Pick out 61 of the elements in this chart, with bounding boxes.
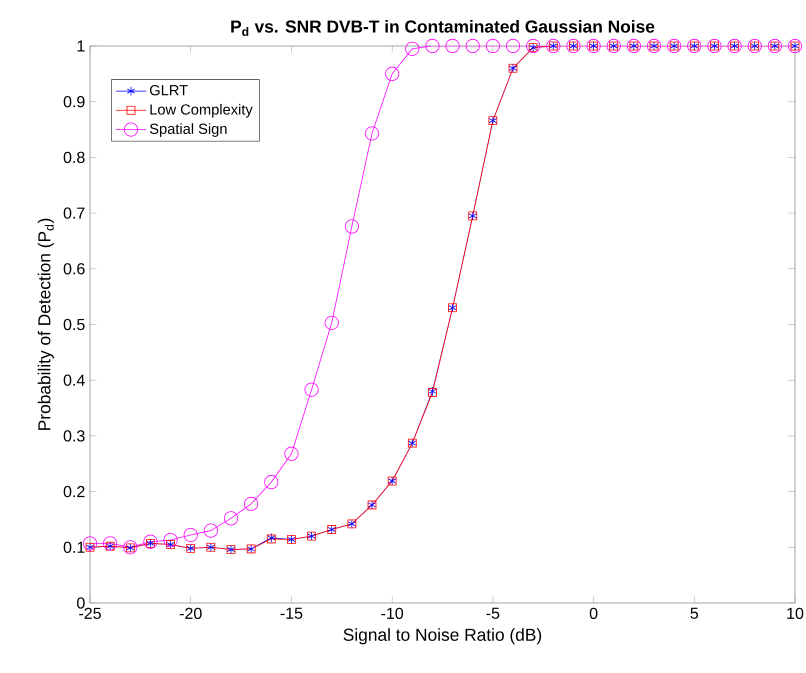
point [546,38,560,54]
point [446,38,460,54]
y-tick-label: 0.3 [64,430,85,442]
point [687,38,702,54]
point [324,316,339,330]
point [606,38,621,54]
point [586,38,601,54]
y-tick-label: 0.5 [64,318,85,330]
point [204,524,218,538]
point [244,496,258,511]
point [646,38,662,54]
y-tick-label: 0.6 [64,263,85,274]
y-tick-label: 0.2 [64,486,84,498]
x-tick-label: -15 [280,608,302,619]
point [284,446,298,461]
point [364,126,380,141]
point [728,38,742,54]
y-tick-label: 1 [78,40,85,52]
x-tick-label: 5 [690,608,698,619]
chart-title: P$_{d}$ vs. SNR DVB-T in Contaminated Gaussian Noise [231,20,654,36]
point [566,38,580,54]
point [425,38,440,54]
x-tick-label: -5 [486,608,500,619]
legend-label: Low Complexity [150,104,253,118]
point [788,38,802,54]
x-tick-label: 10 [787,608,804,620]
point [748,38,762,54]
y-axis-title: Probability of Detection (P$_{d}$) [38,218,54,430]
point [385,66,400,81]
point [164,532,178,548]
y-tick-label: 0.1 [64,542,85,553]
point [486,38,500,54]
x-tick-label: -10 [381,608,404,620]
y-tick-label: 0.9 [64,96,85,108]
point [526,38,540,54]
point [626,38,641,54]
point [184,528,198,542]
point [344,219,359,234]
point [707,38,722,54]
y-tick-label: 0 [77,597,85,609]
y-tick-label: 0.4 [64,374,85,386]
point [506,38,520,54]
point [667,38,682,54]
point [143,534,158,549]
point [768,38,782,54]
y-tick-label: 0.8 [64,152,85,164]
legend-label: GLRT [150,85,188,96]
point [466,38,480,54]
y-tick-label: 0.7 [64,207,84,219]
point [405,42,420,56]
point [304,382,319,397]
point [103,536,118,550]
point [264,475,278,490]
x-tick-label: 0 [590,608,598,620]
point [82,536,98,550]
x-tick-label: -20 [180,608,202,620]
x-axis-title: Signal to Noise Ratio (dB) [344,628,542,644]
point [123,540,138,554]
point [224,511,238,526]
legend-label: Spatial Sign [150,123,227,137]
x-tick-label: -25 [79,608,101,620]
